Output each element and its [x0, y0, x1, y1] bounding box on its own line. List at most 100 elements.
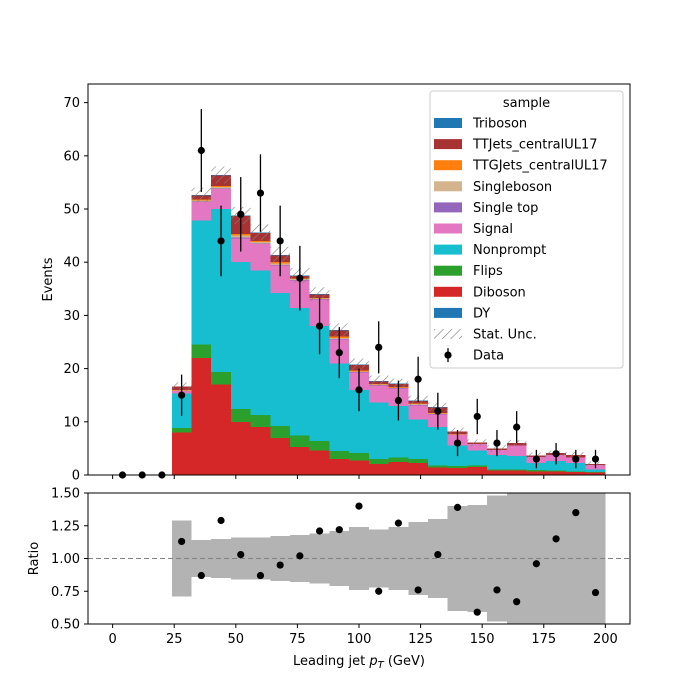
data-point — [453, 430, 462, 457]
data-point — [572, 449, 580, 469]
legend-entry-single-top: Single top — [434, 201, 538, 216]
ratio-y-tick-label: 0.75 — [51, 585, 80, 600]
bar-signal-bin-15 — [408, 405, 428, 420]
ratio-y-tick-label: 1.00 — [51, 552, 80, 567]
bar-diboson-bin-21 — [526, 471, 547, 475]
bar-singleboson-bin-7 — [250, 241, 271, 244]
y-tick-label: 10 — [63, 415, 80, 430]
y-tick-label: 50 — [63, 203, 80, 218]
bar-diboson-bin-22 — [546, 471, 566, 475]
bar-flips-bin-9 — [290, 435, 310, 447]
ratio-point — [237, 550, 245, 559]
svg-text:Data: Data — [473, 349, 504, 364]
svg-text:Singleboson: Singleboson — [473, 180, 552, 195]
bar-signal-bin-13 — [368, 385, 389, 403]
ratio-y-axis: 0.50 0.75 1.00 1.25 1.50 — [51, 487, 88, 633]
bar-signal-bin-8 — [270, 265, 291, 294]
y-tick-label: 20 — [63, 362, 80, 377]
bar-signal-bin-4 — [191, 202, 212, 221]
bar-nonprompt-bin-20 — [506, 455, 527, 470]
x-tick-label: 200 — [593, 632, 618, 647]
main-y-axis-label: Events — [41, 257, 56, 301]
bar-diboson-bin-14 — [388, 462, 409, 475]
main-y-axis: 0 10 20 30 40 50 60 70 — [63, 96, 88, 484]
data-point — [256, 154, 265, 232]
bar-nonprompt-bin-14 — [388, 405, 409, 458]
data-point — [237, 177, 245, 252]
bar-flips-bin-19 — [487, 469, 507, 471]
bar-flips-bin-24 — [585, 471, 606, 473]
bar-flips-bin-10 — [309, 440, 330, 451]
ratio-point — [178, 537, 186, 546]
legend: sample Triboson TTJets_centralUL17 TTGJets_… — [429, 90, 624, 369]
data-point — [315, 297, 324, 355]
data-point — [355, 368, 363, 412]
ratio-point — [256, 571, 265, 580]
data-points — [118, 108, 600, 479]
ratio-point — [434, 550, 442, 559]
ratio-point — [217, 516, 225, 525]
data-point — [414, 356, 422, 402]
bar-flips-bin-8 — [270, 426, 291, 438]
x-tick-label: 100 — [347, 632, 372, 647]
stat-unc-bin-13 — [368, 375, 389, 387]
legend-entry-dy: DY — [434, 306, 490, 321]
ratio-panel: 0.50 0.75 1.00 1.25 1.50 0 25 50 75 100 125 150 175… — [27, 487, 631, 671]
bar-singleboson-bin-5 — [211, 187, 231, 189]
stat-unc-bin-10 — [309, 287, 330, 302]
ratio-point — [591, 588, 600, 597]
data-point — [217, 205, 225, 277]
x-tick-label: 0 — [108, 632, 116, 647]
ratio-y-axis-label: Ratio — [27, 542, 42, 575]
legend-entry-diboson: Diboson — [434, 285, 526, 300]
bar-flips-bin-15 — [408, 459, 428, 463]
bar-flips-bin-17 — [447, 465, 468, 469]
stat-unc-bin-4 — [191, 187, 212, 203]
legend-box — [429, 90, 624, 369]
x-tick-label: 175 — [531, 632, 556, 647]
bar-diboson-bin-18 — [467, 467, 488, 475]
bar-diboson-bin-24 — [585, 472, 606, 475]
bar-single-top-bin-7 — [250, 243, 271, 245]
bar-nonprompt-bin-22 — [546, 461, 566, 471]
bar-diboson-bin-6 — [230, 421, 251, 475]
ratio-point — [197, 571, 205, 580]
y-tick-label: 60 — [63, 149, 80, 164]
svg-text:Flips: Flips — [473, 264, 503, 279]
x-axis-label: Leading jet pT (GeV) — [293, 654, 425, 671]
ratio-y-tick-label: 0.50 — [51, 618, 80, 633]
bar-nonprompt-bin-24 — [585, 469, 606, 472]
bar-flips-bin-20 — [506, 469, 527, 471]
bar-nonprompt-bin-5 — [211, 209, 231, 372]
bar-diboson-bin-16 — [427, 467, 448, 475]
ratio-x-axis: 0 25 50 75 100 125 150 175 200 — [108, 624, 618, 647]
bar-flips-bin-5 — [211, 371, 231, 385]
svg-text:Stat. Unc.: Stat. Unc. — [473, 328, 537, 343]
svg-text:Nonprompt: Nonprompt — [473, 243, 546, 258]
bar-flips-bin-3 — [171, 428, 192, 433]
ratio-point — [532, 560, 540, 568]
main-x-axis-ticks — [112, 475, 606, 479]
ratio-point — [335, 526, 343, 534]
bar-diboson-bin-13 — [368, 463, 389, 475]
bar-diboson-bin-4 — [191, 357, 212, 475]
data-point — [197, 108, 205, 193]
ratio-points — [178, 502, 600, 616]
ratio-band-bin-10 — [309, 533, 330, 584]
legend-entry-ttjets-centralul17: TTJets_centralUL17 — [434, 138, 598, 153]
ratio-point — [572, 509, 580, 517]
x-tick-label: 125 — [408, 632, 433, 647]
bar-flips-bin-23 — [565, 471, 586, 472]
bar-flips-bin-6 — [230, 409, 251, 422]
data-point — [276, 205, 284, 277]
data-point — [178, 374, 186, 416]
legend-entry-nonprompt: Nonprompt — [434, 243, 546, 258]
ratio-point — [355, 502, 363, 510]
data-point — [434, 392, 442, 430]
bar-flips-bin-22 — [546, 470, 566, 472]
bar-signal-bin-20 — [506, 445, 527, 456]
legend-entry-flips: Flips — [434, 264, 503, 279]
x-tick-label: 150 — [470, 632, 495, 647]
ratio-point — [552, 535, 560, 543]
